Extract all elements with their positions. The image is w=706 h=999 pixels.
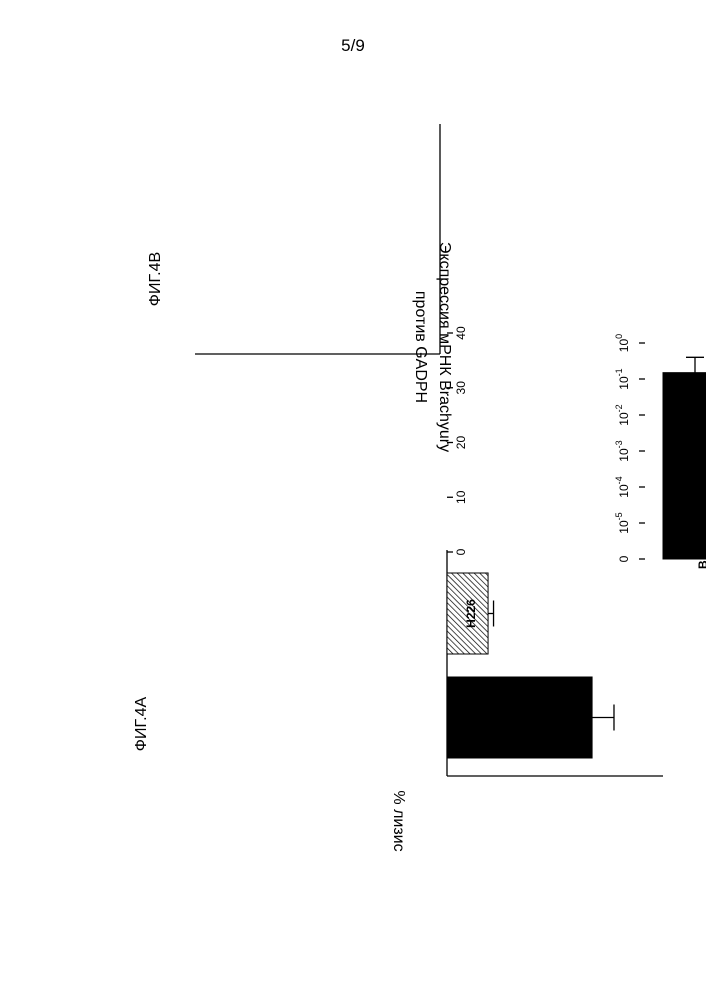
y-tick-label: 0 <box>617 555 631 562</box>
y-tick-exponent: -4 <box>614 476 624 484</box>
y-ticks: 0 10-5 10-4 10-3 10-2 10-1 100 <box>614 334 645 563</box>
y-tick-label: 10-3 <box>614 440 631 461</box>
category-label-line2: Brach+A2+ <box>694 509 706 569</box>
chart-title: ФИГ.4B <box>147 252 164 306</box>
category-label-line1: SW480 <box>682 519 696 559</box>
y-tick-exponent: -5 <box>614 512 624 520</box>
y-tick-label: 100 <box>614 334 631 352</box>
y-tick-exponent: -2 <box>614 404 624 412</box>
chart-title: ФИГ.4А <box>133 696 150 751</box>
y-tick-exponent: -1 <box>614 368 624 376</box>
y-tick-label: 10-2 <box>614 404 631 425</box>
category-labels: SW480 H226 <box>464 599 478 737</box>
y-axis-title-line1: Экспрессия мРНК Brachyury <box>436 242 453 452</box>
chart-fig-4a: ФИГ.4А % лизис 0 10 20 30 40 SW480 H226 <box>133 326 663 852</box>
y-tick-label: 0 <box>454 548 468 555</box>
label-superscript: + <box>694 509 704 514</box>
category-label: SW480 <box>464 698 478 738</box>
y-tick-exponent: -3 <box>614 440 624 448</box>
y-tick-label: 10-1 <box>614 368 631 389</box>
y-tick-label: 10-5 <box>614 512 631 533</box>
category-label: H226 <box>464 599 478 628</box>
y-tick-label: 10-4 <box>614 476 631 497</box>
y-axis-title-line2: против GADPH <box>412 291 429 403</box>
y-tick-label: 40 <box>454 326 468 340</box>
y-tick-label: 30 <box>454 381 468 395</box>
chart-fig-4b: ФИГ.4B Экспрессия мРНК Brachyury против … <box>147 124 706 574</box>
label-mid: A2 <box>696 514 706 530</box>
y-axis-title: % лизис <box>390 790 407 851</box>
y-tick-label: 20 <box>454 436 468 450</box>
y-tick-label: 10 <box>454 490 468 504</box>
y-tick-exponent: 0 <box>614 334 624 339</box>
